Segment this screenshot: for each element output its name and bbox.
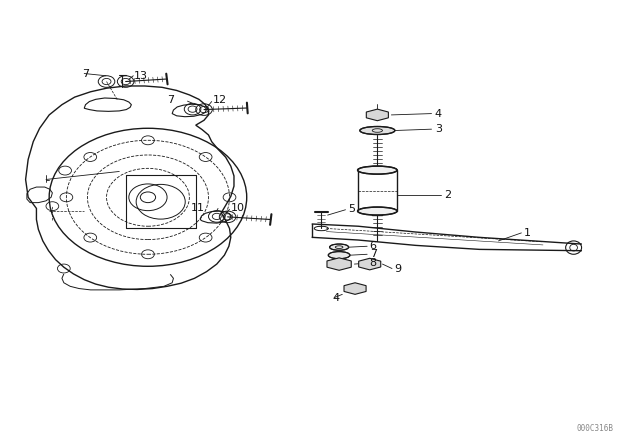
Text: 7: 7 [370, 249, 377, 259]
Polygon shape [366, 109, 388, 121]
Ellipse shape [330, 244, 349, 250]
Text: 5: 5 [348, 204, 355, 214]
Text: 1: 1 [524, 228, 531, 238]
Text: 10: 10 [231, 203, 244, 213]
Text: 2: 2 [444, 190, 451, 200]
Text: 000C316B: 000C316B [576, 424, 613, 433]
Text: 12: 12 [213, 95, 227, 105]
Text: 11: 11 [191, 202, 205, 212]
Text: 4: 4 [435, 108, 442, 119]
Text: 13: 13 [134, 71, 148, 81]
Text: 4: 4 [333, 293, 340, 303]
Text: 6: 6 [370, 241, 377, 251]
Text: 7: 7 [83, 69, 90, 78]
Text: 8: 8 [370, 258, 377, 268]
Text: 9: 9 [394, 264, 401, 275]
Text: 3: 3 [435, 124, 442, 134]
Ellipse shape [358, 207, 397, 215]
Ellipse shape [358, 166, 397, 174]
Polygon shape [358, 258, 381, 270]
Ellipse shape [360, 126, 395, 134]
Bar [125, 175, 196, 228]
Text: 7: 7 [167, 95, 174, 105]
Polygon shape [327, 258, 351, 270]
Ellipse shape [328, 252, 350, 259]
Polygon shape [344, 283, 366, 294]
